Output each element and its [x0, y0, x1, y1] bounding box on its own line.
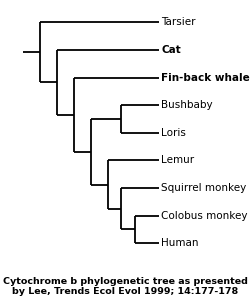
- Text: Cytochrome b phylogenetic tree as presented
by Lee, Trends Ecol Evol 1999; 14:17: Cytochrome b phylogenetic tree as presen…: [3, 277, 247, 296]
- Text: Human: Human: [160, 238, 198, 248]
- Text: Squirrel monkey: Squirrel monkey: [160, 183, 246, 193]
- Text: Bushbaby: Bushbaby: [160, 100, 212, 110]
- Text: Fin-back whale: Fin-back whale: [160, 72, 249, 82]
- Text: Cat: Cat: [160, 45, 180, 55]
- Text: Colobus monkey: Colobus monkey: [160, 210, 247, 220]
- Text: Lemur: Lemur: [160, 155, 194, 165]
- Text: Loris: Loris: [160, 128, 185, 138]
- Text: Tarsier: Tarsier: [160, 17, 195, 27]
